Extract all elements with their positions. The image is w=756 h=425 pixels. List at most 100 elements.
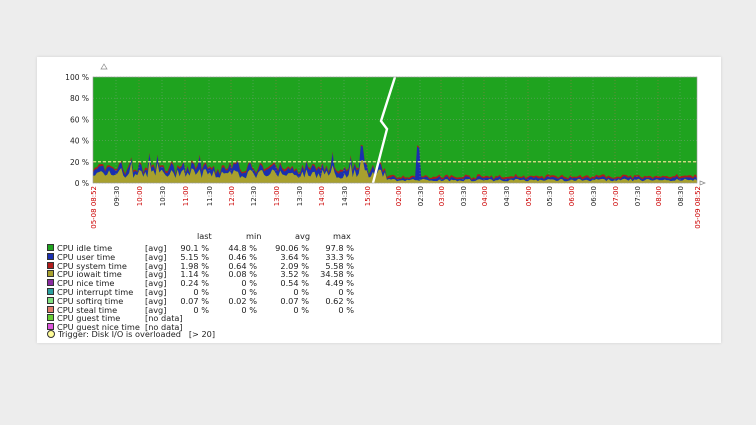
cpu-utilization-graph[interactable]: 100 % 80 % 60 % 40 % 20 % 0 %05-08 08:52 09:30… [37, 57, 721, 229]
legend-swatch [47, 296, 54, 304]
x-tick-label: 09:30 [113, 186, 121, 206]
legend-item: CPU idle time [avg] 90.1 % 44.8 % 90.06 % 97.… [47, 243, 687, 253]
legend-item-last: 0 % [193, 304, 209, 315]
legend-item: CPU iowait time [avg] 1.14 % 0.08 % 3.52 % 34… [47, 269, 687, 280]
legend-item-function: [avg] [145, 304, 167, 315]
legend-item-name: CPU interrupt time [57, 287, 134, 297]
legend-item-name: CPU steal time [57, 304, 118, 315]
legend-item-min: 0.02 % [228, 295, 257, 306]
x-tick-label: 12:30 [250, 186, 258, 206]
legend-item-function: [avg] [145, 287, 167, 297]
x-tick-label: 10:30 [159, 186, 167, 206]
x-tick-label: 05:30 [546, 186, 554, 206]
legend-item-min: 0.64 % [228, 260, 257, 271]
graph-panel: 100 % 80 % 60 % 40 % 20 % 0 % 05-08 08:52 09:30… [37, 57, 721, 343]
legend-item-avg: 0.54 % [280, 278, 309, 289]
x-tick-label: 07:00 [612, 186, 620, 206]
x-tick-label: 02:00 [395, 186, 403, 206]
x-tick-label: 14:30 [341, 186, 349, 206]
legend-item-name: CPU user time [57, 251, 116, 262]
legend-item-name: CPU guest time [57, 313, 121, 324]
series-iowait-area [93, 160, 697, 183]
legend-swatch [47, 252, 54, 260]
legend-item-function: [no data] [145, 313, 183, 324]
legend-item: CPU interrupt time [avg] 0 % 0 % 0 % 0 % [47, 287, 687, 297]
legend-swatch [47, 314, 54, 322]
legend-item-avg: 0 % [293, 304, 309, 315]
legend-item-function: [avg] [145, 295, 167, 306]
legend-header-avg: avg [295, 231, 311, 241]
legend-item-min: 44.8 % [228, 243, 257, 253]
legend-item-name: CPU softirq time [57, 295, 124, 306]
legend-swatch [47, 288, 54, 295]
x-tick-label: 03:30 [460, 186, 468, 206]
y-tick-label: 60 % [70, 115, 89, 124]
y-tick-label: 100 % [65, 73, 89, 82]
x-tick-label: 12:00 [228, 186, 236, 206]
legend-item: CPU guest time [no data] [47, 313, 687, 324]
legend-item-max: 0 % [338, 287, 354, 297]
plot-border [92, 76, 698, 184]
x-tick-label: 04:00 [481, 186, 489, 206]
legend-item-min: 0.46 % [228, 251, 257, 262]
legend-item-min: 0 % [241, 304, 257, 315]
x-tick-label: 02:30 [417, 186, 425, 206]
legend-item-name: CPU idle time [57, 243, 113, 253]
legend-item-max: 4.49 % [325, 278, 354, 289]
legend-swatch [47, 261, 54, 269]
legend-item-function: [avg] [145, 243, 167, 253]
x-tick-label: 03:00 [438, 186, 446, 206]
x-tick-label: 11:00 [182, 186, 190, 206]
legend-item-avg: 90.06 % [275, 243, 309, 253]
legend-item-name: CPU nice time [57, 278, 115, 289]
legend-item-last: 5.15 % [180, 251, 209, 262]
x-tick-label: 04:30 [503, 186, 511, 206]
legend-item-name: CPU system time [57, 260, 127, 271]
legend-item-avg: 3.52 % [280, 269, 309, 280]
x-tick-label: 08:00 [655, 186, 663, 206]
legend-item-function: [avg] [145, 251, 167, 262]
legend-item: CPU softirq time [avg] 0.07 % 0.02 % 0.07 % 0… [47, 295, 687, 306]
legend-item-function: [avg] [145, 260, 167, 271]
legend-item-max: 33.3 % [325, 251, 354, 262]
x-tick-label: 11:30 [206, 186, 214, 206]
legend-item-max: 97.8 % [325, 243, 354, 253]
trigger-label: Trigger: Disk I/O is overloaded [58, 329, 181, 339]
x-tick-label: 06:00 [568, 186, 576, 206]
trigger-condition: [> 20] [188, 329, 216, 339]
y-tick-label: 40 % [70, 137, 89, 146]
legend-item-max: 0 % [338, 304, 354, 315]
y-axis-arrow-icon [699, 180, 706, 186]
x-tick-label: 08:30 [677, 186, 685, 206]
legend-swatch [47, 270, 54, 278]
legend-header-min: min [246, 231, 262, 241]
x-tick-label: 05-09 08:52 [694, 186, 702, 229]
legend-item: CPU steal time [avg] 0 % 0 % 0 % 0 % [47, 304, 687, 315]
legend-item-function: [avg] [145, 269, 167, 280]
legend-header-max: max [333, 231, 351, 241]
x-tick-label: 05-08 08:52 [90, 186, 98, 229]
x-tick-label: 06:30 [590, 186, 598, 206]
legend-item-avg: 3.64 % [280, 251, 309, 262]
x-tick-label: 07:30 [634, 186, 642, 206]
trigger-icon [47, 330, 55, 338]
legend-item-avg: 0.07 % [280, 295, 309, 306]
legend-item-max: 5.58 % [325, 260, 354, 271]
legend-item: CPU guest nice time [no data] [47, 322, 687, 333]
legend-item-name: CPU guest nice time [57, 322, 140, 333]
legend-swatch [47, 323, 54, 331]
legend-swatch [47, 305, 54, 313]
legend-item-max: 0.62 % [325, 295, 354, 306]
legend-swatch [47, 244, 54, 251]
y-tick-label: 20 % [70, 158, 89, 167]
x-tick-label: 14:00 [318, 186, 326, 206]
legend-swatch [47, 279, 54, 287]
legend-item-max: 34.58 % [320, 269, 354, 280]
series-user-area [93, 145, 697, 182]
legend-item-last: 1.14 % [180, 269, 209, 280]
legend-item-function: [no data] [145, 322, 183, 333]
series-system-area [93, 144, 697, 181]
y-tick-label: 0 % [75, 179, 89, 188]
x-tick-label: 15:00 [364, 186, 372, 206]
x-tick-label: 13:30 [296, 186, 304, 206]
